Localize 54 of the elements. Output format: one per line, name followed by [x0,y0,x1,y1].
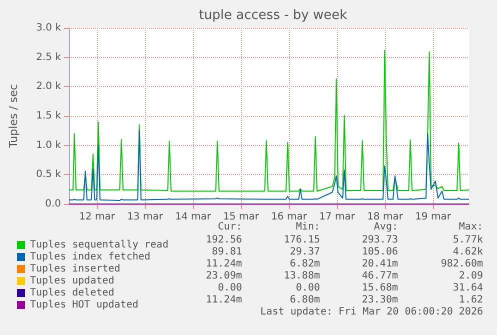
text: 1.62 [458,294,483,306]
x-tick-label: 13 mar [127,212,164,222]
text: 192.56 [206,234,242,246]
x-tick-label: 15 mar [223,212,260,222]
text: 31.64 [452,282,483,294]
text: 6.82m [290,258,320,270]
text: 293.73 [362,234,398,246]
x-tick-label: 12 mar [79,212,116,222]
legend-label: Tuples updated [30,276,114,286]
text: 176.15 [284,234,320,246]
text: 982.60m [440,258,483,270]
y-tick-label: 2.5 k [36,52,62,63]
text: 2.09 [458,270,483,282]
x-tick-label: 18 mar [367,212,404,222]
chart-title: tuple access - by week [198,8,348,23]
y-tick-label: 2.0 k [36,81,62,92]
text: 13.88m [284,270,320,282]
y-tick-label: 1.0 k [36,140,62,151]
text: 5.77k [452,234,483,246]
text: 105.06 [362,246,398,258]
legend-label: Tuples index fetched [30,252,150,262]
text: 23.30m [362,294,398,306]
x-tick-label: 16 mar [271,212,308,222]
y-tick-label: 0.5 k [36,169,62,180]
text: 23.09m [206,270,242,282]
text: Cur: [218,222,242,232]
text: 29.37 [290,246,320,258]
text: Min: [296,222,320,232]
text: Avg: [374,222,398,232]
legend-label: Tuples inserted [30,264,120,274]
x-tick-label: 17 mar [319,212,356,222]
line-series [68,50,470,192]
y-tick-label: 0.0 [45,198,61,210]
text: 20.41m [362,258,398,270]
y-axis-title: Tuples / sec [7,84,20,149]
text: 15.68m [362,282,398,294]
text: 11.24m [206,258,242,270]
text: Max: [458,222,483,232]
legend-label: Tuples HOT updated [30,300,138,310]
text: 4.62k [452,246,483,258]
legend-label: Tuples sequentally read [30,240,168,250]
text: 0.00 [296,282,320,294]
y-tick-label: 1.5 k [36,110,62,122]
text: 0.00 [218,282,242,294]
x-tick-label: 19 mar [415,212,452,222]
text: 89.81 [212,246,242,258]
legend-label: Tuples deleted [30,288,114,298]
text: 6.80m [290,294,320,306]
text: 11.24m [206,294,242,306]
y-tick-label: 3.0 k [36,22,62,34]
text: 46.77m [362,270,398,282]
line-series [68,130,470,201]
x-tick-label: 14 mar [175,212,212,222]
text: Last update: Fri Mar 20 06:00:20 2026 [260,306,483,318]
